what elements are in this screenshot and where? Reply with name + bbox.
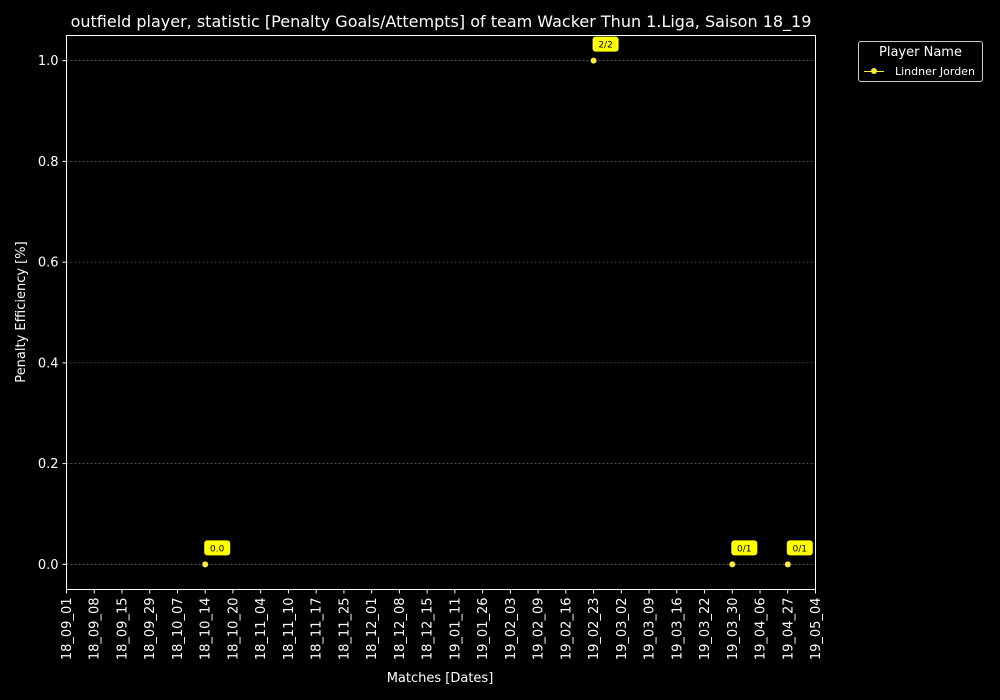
x-tick-label: 19_02_03 <box>504 598 519 661</box>
y-tick-label: 0.4 <box>38 356 59 371</box>
x-tick-label: 18_10_20 <box>226 598 241 661</box>
data-label: 0/1 <box>731 540 758 556</box>
x-tick-label: 18_09_08 <box>88 598 103 661</box>
data-point <box>729 561 736 568</box>
grid-lines <box>66 60 816 565</box>
x-axis-label: Matches [Dates] <box>387 671 494 686</box>
x-tick-label: 18_09_29 <box>143 598 158 661</box>
x-tick-label: 18_12_15 <box>421 598 436 661</box>
legend-dot-marker <box>871 68 877 74</box>
x-tick-label: 19_05_04 <box>809 598 824 661</box>
legend: Player Name Lindner Jorden <box>858 41 983 82</box>
x-tick-label: 18_10_14 <box>199 598 214 661</box>
data-label-box <box>731 540 758 556</box>
data-point <box>784 561 791 568</box>
y-tick-label: 1.0 <box>38 54 59 69</box>
x-tick-label: 18_11_25 <box>337 598 352 661</box>
data-label-text: 2/2 <box>598 41 612 51</box>
x-tick-label: 19_02_09 <box>532 598 547 661</box>
data-label: 0/1 <box>786 540 813 556</box>
x-tick-label: 18_09_01 <box>60 598 75 661</box>
y-tick-label: 0.6 <box>38 256 59 271</box>
plot-frame <box>66 35 816 590</box>
x-tick-label: 19_02_23 <box>587 598 602 661</box>
y-tick-label: 0.0 <box>38 558 59 573</box>
x-tick-label: 19_01_11 <box>448 598 463 661</box>
series-group <box>202 57 791 568</box>
data-label: 2/2 <box>592 36 619 52</box>
x-tick-label: 18_11_10 <box>282 598 297 661</box>
data-label-text: 0/1 <box>793 544 807 554</box>
x-tick-label: 18_11_04 <box>254 598 269 661</box>
legend-entry-label: Lindner Jorden <box>895 65 975 78</box>
x-tick-label: 19_03_30 <box>726 598 741 661</box>
legend-title: Player Name <box>879 45 962 60</box>
x-tick-label: 19_03_16 <box>670 598 685 661</box>
x-tick-label: 18_12_01 <box>365 598 380 661</box>
x-tick-label: 19_04_27 <box>781 598 796 661</box>
x-tick-label: 19_03_02 <box>615 598 630 661</box>
data-label-text: 0/1 <box>737 544 751 554</box>
data-label: 0.0 <box>204 540 231 556</box>
data-point <box>590 57 597 64</box>
x-tick-label: 18_12_08 <box>393 598 408 661</box>
data-label-text: 0.0 <box>210 544 225 554</box>
x-tick-label: 18_11_17 <box>310 598 325 661</box>
x-tick-label: 19_01_26 <box>476 598 491 661</box>
x-tick-label: 19_02_16 <box>559 598 574 661</box>
y-axis: 0.0 0.2 0.4 0.6 0.8 1.0 <box>38 54 67 573</box>
data-point <box>202 561 209 568</box>
x-tick-label: 19_03_22 <box>698 598 713 661</box>
data-label-box <box>592 36 619 52</box>
x-tick-label: 19_04_06 <box>754 598 769 661</box>
data-label-box <box>786 540 813 556</box>
x-axis: 18_09_01 18_09_08 18_09_15 18_09_29 18_10_07… <box>60 589 824 661</box>
x-tick-label: 18_09_15 <box>115 598 130 661</box>
data-label-box <box>204 540 231 556</box>
x-tick-label: 19_03_09 <box>643 598 658 661</box>
x-tick-label: 18_10_07 <box>171 598 186 661</box>
chart-title: outfield player, statistic [Penalty Goal… <box>71 12 812 32</box>
y-tick-label: 0.8 <box>38 155 59 170</box>
y-tick-label: 0.2 <box>38 457 59 472</box>
y-axis-label: Penalty Efficiency [%] <box>14 241 29 382</box>
annotation-group: 0.0 2/2 0/1 0/1 <box>204 36 813 556</box>
